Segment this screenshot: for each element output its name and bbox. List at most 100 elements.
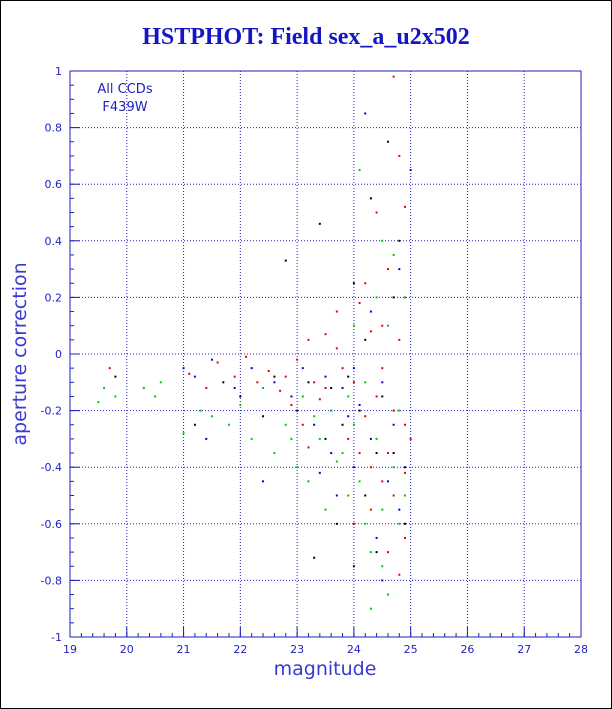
data-point (324, 508, 327, 511)
data-point (290, 437, 293, 440)
data-point (318, 437, 321, 440)
data-point (97, 401, 100, 404)
data-point (335, 494, 338, 497)
data-point (262, 415, 265, 418)
data-point (330, 409, 333, 412)
data-point (352, 522, 355, 525)
axis-ticks (69, 70, 582, 638)
data-point (375, 296, 378, 299)
data-point (114, 375, 117, 378)
y-tick-label: 0.8 (45, 122, 63, 135)
data-point (369, 551, 372, 554)
data-point (375, 536, 378, 539)
x-tick-label: 28 (574, 643, 588, 656)
data-point (205, 437, 208, 440)
y-tick-label: -1 (51, 631, 62, 644)
data-point (398, 508, 401, 511)
data-point (364, 522, 367, 525)
data-point (392, 423, 395, 426)
data-point (381, 480, 384, 483)
data-point (159, 381, 162, 384)
data-point (284, 423, 287, 426)
data-point (403, 536, 406, 539)
data-point (386, 551, 389, 554)
data-point (318, 398, 321, 401)
data-point (386, 480, 389, 483)
x-tick-label: 20 (120, 643, 134, 656)
chart-title: HSTPHOT: Field sex_a_u2x502 (142, 24, 470, 50)
data-point (369, 310, 372, 313)
data-point (364, 415, 367, 418)
data-point (381, 367, 384, 370)
x-tick-label: 27 (517, 643, 531, 656)
data-point (398, 522, 401, 525)
data-point (222, 381, 225, 384)
data-point (347, 395, 350, 398)
data-point (313, 381, 316, 384)
data-point (352, 423, 355, 426)
data-point (369, 508, 372, 511)
data-point (364, 112, 367, 115)
data-point (205, 386, 208, 389)
x-tick-label: 22 (233, 643, 247, 656)
x-tick-label: 25 (404, 643, 418, 656)
data-point (381, 508, 384, 511)
data-point (375, 211, 378, 214)
data-point (341, 423, 344, 426)
y-tick-label: 0.2 (45, 291, 63, 304)
data-point (296, 409, 299, 412)
x-tick-label: 21 (177, 643, 191, 656)
tick-labels: 19 20 21 22 23 24 25 26 27 28 -1 -0.8 -0.6 -0.4 -0.2 0 0… (41, 65, 588, 656)
data-point (409, 169, 412, 172)
data-point (324, 333, 327, 336)
data-point (262, 480, 265, 483)
data-point (330, 386, 333, 389)
data-point (392, 75, 395, 78)
data-point (239, 395, 242, 398)
data-point (358, 302, 361, 305)
data-point (352, 367, 355, 370)
data-point (398, 154, 401, 157)
data-point (403, 522, 406, 525)
data-point (403, 296, 406, 299)
data-point (403, 205, 406, 208)
data-point (364, 381, 367, 384)
data-point (233, 386, 236, 389)
data-point (392, 494, 395, 497)
data-point (347, 415, 350, 418)
data-point (307, 381, 310, 384)
data-point (364, 282, 367, 285)
data-point (381, 579, 384, 582)
data-point (335, 310, 338, 313)
data-point (347, 375, 350, 378)
y-tick-label: 1 (55, 65, 62, 78)
x-tick-label: 19 (63, 643, 77, 656)
data-point (210, 358, 213, 361)
data-point (398, 239, 401, 242)
data-point (301, 395, 304, 398)
data-point (347, 437, 350, 440)
data-point (364, 494, 367, 497)
data-points (97, 75, 412, 610)
data-point (114, 395, 117, 398)
x-tick-label: 24 (347, 643, 361, 656)
data-point (386, 324, 389, 327)
data-point (267, 369, 270, 372)
y-tick-label: 0.6 (45, 178, 63, 191)
data-point (182, 432, 185, 435)
data-point (324, 386, 327, 389)
data-point (358, 169, 361, 172)
data-point (256, 381, 259, 384)
data-point (284, 259, 287, 262)
data-point (392, 466, 395, 469)
data-point (381, 395, 384, 398)
data-point (154, 395, 157, 398)
y-tick-label: -0.8 (41, 574, 62, 587)
data-point (335, 522, 338, 525)
data-point (352, 381, 355, 384)
data-point (330, 452, 333, 455)
data-point (239, 403, 242, 406)
data-point (262, 386, 265, 389)
data-point (290, 395, 293, 398)
